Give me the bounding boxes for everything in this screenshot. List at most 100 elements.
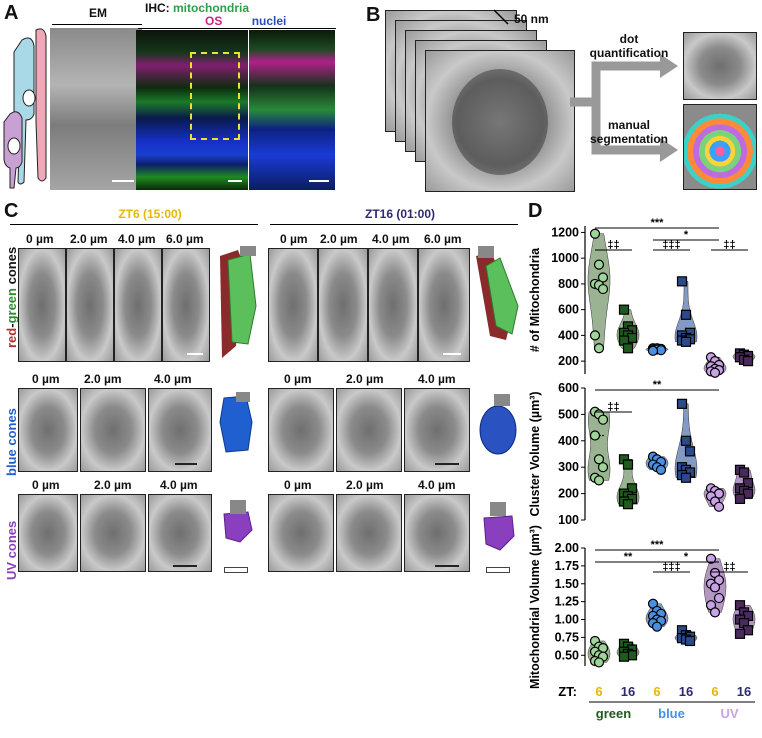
data-point	[676, 398, 688, 409]
row-label-dash: -	[4, 323, 19, 328]
y-axis-label: Cluster Volume (µm³)	[528, 391, 542, 516]
depth-label: 4.0 µm	[372, 232, 410, 246]
data-point	[655, 464, 667, 475]
depth-label: 2.0 µm	[346, 372, 384, 386]
panel-d-letter: D	[528, 200, 543, 222]
data-point	[680, 336, 692, 347]
data-point	[742, 356, 754, 367]
zt16-title: ZT16 (01:00)	[364, 207, 436, 221]
data-point	[593, 475, 605, 486]
y-tick-label: 800	[558, 277, 579, 291]
data-point	[709, 607, 721, 618]
zt-value: 6	[595, 684, 602, 699]
em-image	[50, 28, 142, 190]
significance-label: *	[684, 229, 689, 241]
data-point	[618, 304, 630, 315]
zt-value: 16	[621, 684, 635, 699]
segmentation-image	[683, 104, 757, 190]
em-section	[80, 388, 146, 472]
panel-a-letter: A	[4, 2, 19, 24]
zt-value: 16	[737, 684, 751, 699]
em-section	[66, 248, 114, 362]
em-section	[148, 388, 212, 472]
arrow-top-line-2: quantification	[589, 46, 669, 60]
em-section	[268, 388, 334, 472]
depth-label: 4.0 µm	[418, 372, 456, 386]
em-stack	[385, 10, 575, 192]
em-section	[268, 494, 334, 572]
depth-label: 2.0 µm	[346, 478, 384, 492]
scale-bar	[443, 353, 461, 355]
row-label-red: red	[4, 327, 19, 348]
panel-c-letter: C	[4, 200, 19, 222]
row-label-red-green: red-green cones	[4, 247, 19, 348]
y-tick-label: 400	[558, 434, 579, 448]
data-point	[597, 414, 609, 425]
depth-label: 2.0 µm	[94, 478, 132, 492]
y-tick-label: 0.75	[555, 630, 579, 644]
render-scale-bar	[486, 567, 510, 573]
depth-label: 0 µm	[32, 372, 60, 386]
render-blue-zt16	[479, 394, 517, 455]
render-blue-zt6	[219, 392, 253, 453]
depth-label: 6.0 µm	[166, 232, 204, 246]
data-point	[684, 446, 696, 457]
data-point	[647, 345, 659, 356]
arrow-bottom-label: manual segmentation	[585, 118, 673, 146]
y-axis-label: Mitochondrial Volume (µm³)	[528, 525, 542, 689]
cone-label: green	[596, 706, 631, 721]
scale-bar	[175, 463, 197, 465]
depth-label: 2.0 µm	[70, 232, 108, 246]
em-section	[404, 388, 470, 472]
render-scale-bar	[224, 567, 248, 573]
data-point	[713, 501, 725, 512]
zt-axis-label: ZT:	[558, 684, 577, 699]
em-section	[336, 494, 402, 572]
y-tick-label: 300	[558, 460, 579, 474]
significance-label: ‡‡	[607, 401, 619, 413]
depth-label: 4.0 µm	[160, 478, 198, 492]
mitochondria-cluster	[452, 69, 548, 175]
data-point	[651, 621, 663, 632]
depth-label: 2.0 µm	[84, 372, 122, 386]
significance-label: ‡‡	[723, 239, 735, 251]
significance-label: ‡‡	[723, 561, 735, 573]
ihc-scale-bar	[228, 180, 242, 182]
ihc-title: IHC:	[145, 1, 170, 15]
data-point	[680, 472, 692, 483]
em-title: EM	[89, 6, 107, 20]
y-tick-label: 1.25	[555, 595, 579, 609]
data-point	[684, 635, 696, 647]
depth-label: 0 µm	[284, 372, 312, 386]
depth-label: 4.0 µm	[154, 372, 192, 386]
stack-depth-tick	[492, 8, 509, 25]
data-point	[589, 228, 601, 239]
significance-label: *	[684, 551, 689, 563]
zt16-rule	[270, 224, 518, 225]
em-section	[148, 494, 212, 572]
zt-value: 6	[711, 684, 718, 699]
data-point	[597, 283, 609, 295]
y-axis-label: # of Mitochondria	[528, 247, 542, 352]
ihc-os-label: OS	[205, 14, 223, 28]
y-tick-label: 1.50	[555, 577, 579, 591]
y-tick-label: 400	[558, 328, 579, 342]
ihc-title-block: IHC: mitochondria OS nuclei	[145, 2, 286, 28]
depth-label: 0 µm	[26, 232, 54, 246]
render-red-green-zt16	[476, 246, 519, 340]
depth-label: 0 µm	[280, 232, 308, 246]
data-point	[589, 330, 601, 341]
stack-slice-front	[425, 50, 575, 192]
workflow-arrows	[570, 54, 678, 162]
cone-cartoon	[3, 28, 47, 189]
row-label-green: green	[4, 288, 19, 324]
significance-label: ***	[651, 539, 665, 551]
ihc-mito-label: mitochondria	[173, 1, 250, 15]
em-section	[404, 494, 470, 572]
zt6-rule	[10, 224, 258, 225]
ihc-image	[136, 30, 248, 190]
y-tick-label: 200	[558, 487, 579, 501]
ihc-nuclei-label: nuclei	[251, 14, 287, 28]
em-section	[18, 248, 66, 362]
data-point	[734, 493, 746, 504]
